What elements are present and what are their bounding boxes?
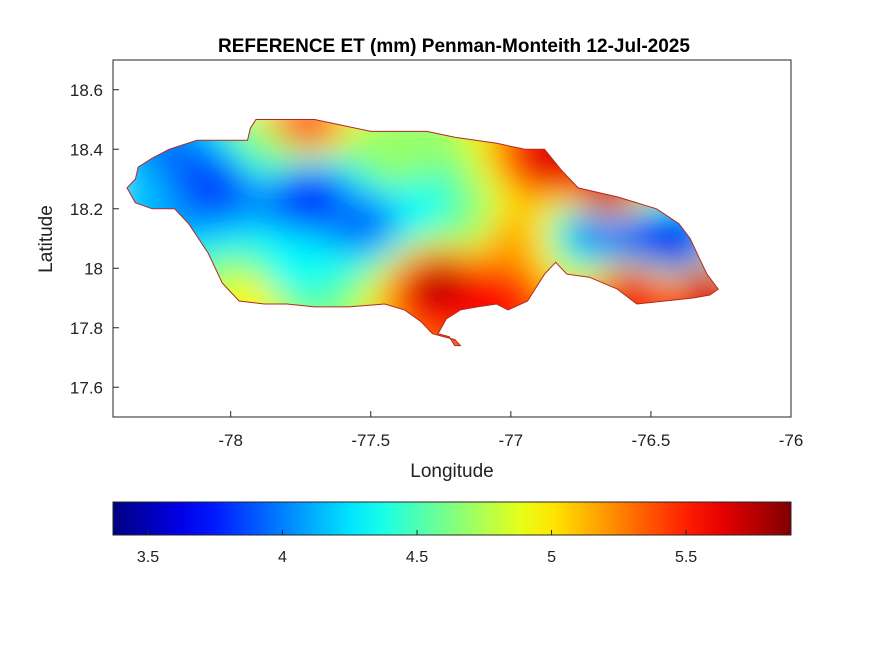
colorbar-tick-label: 4.5 (406, 549, 428, 566)
island-outline (126, 119, 719, 347)
y-tick-label: 18 (84, 259, 103, 278)
x-tick-label: -77 (499, 431, 524, 450)
colorbar: 3.5 4 4.5 5 5.5 (112, 501, 792, 566)
et-cell (708, 278, 719, 292)
y-tick-label: 17.6 (70, 378, 103, 397)
x-tick-label: -78 (218, 431, 243, 450)
colorbar-tick-label: 5 (547, 549, 556, 566)
y-axis: 17.6 17.8 18 18.2 18.4 18.6 (70, 81, 119, 397)
chart-title: REFERENCE ET (mm) Penman-Monteith 12-Jul… (218, 36, 690, 57)
x-axis-label: Longitude (410, 461, 493, 482)
colorbar-tick-label: 3.5 (137, 549, 159, 566)
colorbar-gradient (112, 501, 792, 536)
y-tick-label: 17.8 (70, 319, 103, 338)
y-tick-label: 18.4 (70, 140, 103, 159)
x-tick-label: -76.5 (632, 431, 671, 450)
colorbar-tick-label: 4 (278, 549, 287, 566)
y-tick-label: 18.6 (70, 81, 103, 100)
colorbar-tick-label: 5.5 (675, 549, 697, 566)
y-tick-label: 18.2 (70, 200, 103, 219)
x-axis: -78 -77.5 -77 -76.5 -76 (218, 411, 803, 450)
et-cell (448, 338, 462, 346)
y-axis-label: Latitude (36, 205, 57, 273)
x-tick-label: -76 (779, 431, 804, 450)
x-tick-label: -77.5 (351, 431, 390, 450)
